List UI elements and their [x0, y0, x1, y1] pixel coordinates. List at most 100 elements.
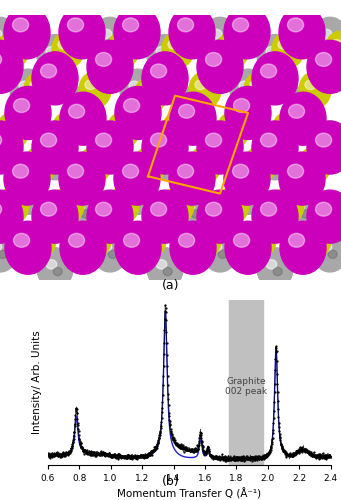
Ellipse shape — [211, 242, 222, 252]
Text: (b): (b) — [162, 474, 179, 488]
Ellipse shape — [273, 158, 282, 166]
Circle shape — [0, 121, 18, 162]
Ellipse shape — [53, 268, 62, 276]
Circle shape — [134, 77, 166, 114]
Circle shape — [230, 69, 266, 110]
Ellipse shape — [13, 164, 29, 178]
Circle shape — [4, 152, 50, 205]
Circle shape — [189, 72, 221, 108]
Circle shape — [312, 18, 341, 59]
Ellipse shape — [156, 150, 167, 160]
Ellipse shape — [239, 81, 250, 90]
Circle shape — [162, 186, 194, 224]
Circle shape — [147, 34, 183, 76]
Circle shape — [107, 186, 139, 224]
Ellipse shape — [14, 98, 30, 112]
Ellipse shape — [195, 230, 206, 239]
Circle shape — [257, 138, 293, 180]
Ellipse shape — [85, 230, 96, 239]
Ellipse shape — [129, 81, 140, 90]
Ellipse shape — [191, 106, 200, 114]
Ellipse shape — [218, 37, 227, 46]
Ellipse shape — [301, 210, 310, 218]
Ellipse shape — [234, 98, 250, 112]
Circle shape — [10, 173, 46, 214]
Ellipse shape — [26, 89, 35, 97]
Circle shape — [120, 173, 156, 214]
Ellipse shape — [250, 230, 261, 239]
Ellipse shape — [74, 98, 85, 108]
Ellipse shape — [218, 250, 227, 258]
Circle shape — [32, 190, 78, 243]
Ellipse shape — [113, 40, 124, 49]
Ellipse shape — [0, 133, 2, 142]
Circle shape — [37, 248, 73, 289]
Ellipse shape — [69, 104, 85, 118]
Ellipse shape — [288, 234, 305, 247]
Ellipse shape — [321, 29, 332, 38]
Ellipse shape — [68, 164, 84, 178]
Ellipse shape — [150, 133, 167, 147]
Circle shape — [24, 146, 56, 183]
Ellipse shape — [301, 106, 310, 114]
Ellipse shape — [305, 230, 316, 239]
Ellipse shape — [287, 18, 303, 32]
Ellipse shape — [315, 52, 331, 66]
Ellipse shape — [81, 210, 90, 218]
Ellipse shape — [53, 54, 62, 62]
Circle shape — [189, 146, 221, 183]
Ellipse shape — [250, 80, 261, 90]
Circle shape — [299, 146, 331, 183]
Ellipse shape — [168, 195, 179, 205]
Ellipse shape — [129, 185, 140, 194]
Circle shape — [4, 6, 50, 59]
Ellipse shape — [288, 104, 305, 118]
Ellipse shape — [184, 98, 195, 108]
Ellipse shape — [266, 260, 277, 269]
Circle shape — [175, 190, 211, 232]
Circle shape — [147, 248, 183, 289]
Circle shape — [170, 221, 216, 274]
Circle shape — [65, 190, 101, 232]
Circle shape — [142, 121, 188, 174]
Ellipse shape — [305, 80, 316, 90]
Ellipse shape — [321, 242, 332, 252]
Ellipse shape — [278, 195, 289, 205]
Circle shape — [217, 112, 249, 148]
Ellipse shape — [0, 250, 7, 258]
Circle shape — [0, 186, 29, 224]
Circle shape — [92, 18, 128, 59]
Ellipse shape — [58, 120, 69, 130]
Circle shape — [279, 6, 325, 59]
Ellipse shape — [95, 133, 112, 147]
Circle shape — [169, 152, 215, 205]
Circle shape — [257, 34, 293, 76]
Circle shape — [147, 138, 183, 180]
Ellipse shape — [261, 133, 277, 147]
Circle shape — [244, 146, 276, 183]
Ellipse shape — [261, 202, 277, 216]
Ellipse shape — [19, 185, 30, 194]
Ellipse shape — [58, 40, 69, 49]
Circle shape — [87, 121, 133, 174]
Circle shape — [299, 72, 331, 108]
Ellipse shape — [14, 234, 30, 247]
Ellipse shape — [81, 106, 90, 114]
Ellipse shape — [239, 185, 250, 194]
Circle shape — [299, 221, 331, 258]
Bar — [228, 300, 263, 465]
Ellipse shape — [278, 40, 289, 49]
Circle shape — [217, 186, 249, 224]
Ellipse shape — [101, 133, 112, 142]
Circle shape — [52, 31, 84, 68]
Ellipse shape — [108, 140, 117, 149]
Ellipse shape — [250, 155, 261, 164]
Ellipse shape — [0, 133, 2, 147]
Circle shape — [307, 40, 341, 94]
Ellipse shape — [163, 268, 172, 276]
Ellipse shape — [178, 18, 194, 32]
Ellipse shape — [294, 202, 305, 211]
Circle shape — [115, 221, 161, 274]
Ellipse shape — [0, 140, 7, 149]
Circle shape — [107, 31, 139, 68]
